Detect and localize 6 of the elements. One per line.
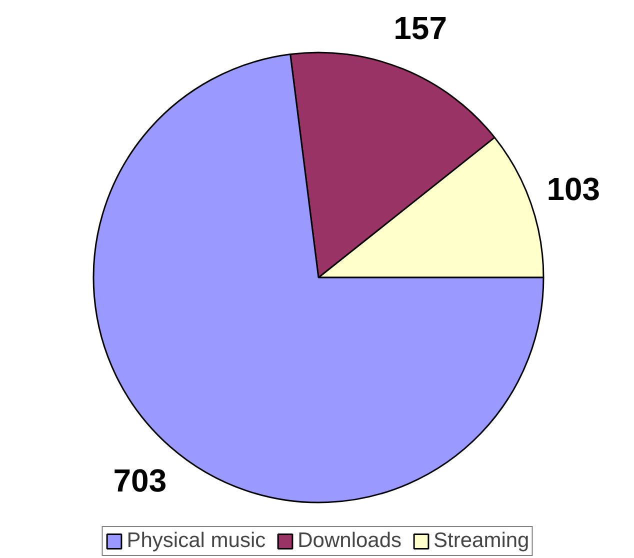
legend-label: Downloads — [298, 529, 402, 553]
legend-label: Streaming — [434, 529, 530, 553]
data-label: 703 — [113, 462, 167, 499]
data-label: 157 — [394, 10, 447, 46]
legend-label: Physical music — [126, 529, 266, 553]
data-label: 103 — [546, 170, 600, 207]
